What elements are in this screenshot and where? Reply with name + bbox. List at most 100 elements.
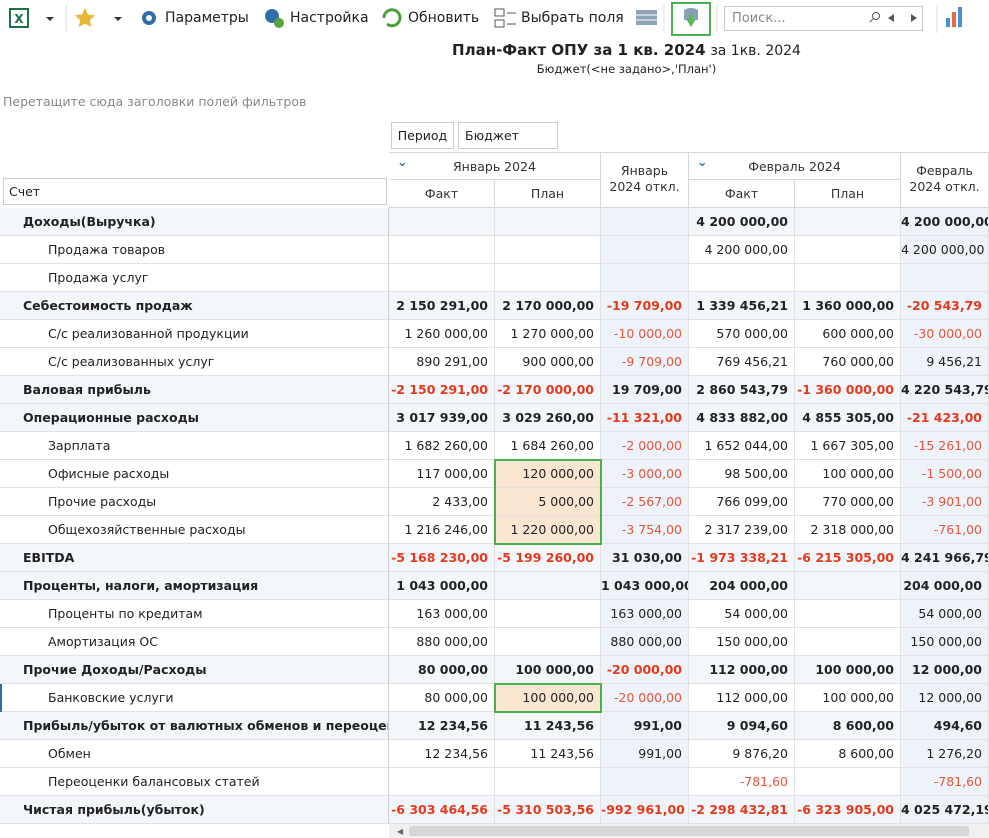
value-cell: -2 150 291,00	[389, 376, 495, 404]
value-cell: 900 000,00	[495, 348, 601, 376]
value-cell: 494,60	[901, 712, 989, 740]
value-cell: -1 973 338,21	[689, 544, 795, 572]
value-cell: 100 000,00	[795, 684, 901, 712]
value-cell: 1 360 000,00	[795, 292, 901, 320]
value-cell	[495, 768, 601, 796]
value-cell: 4 855 305,00	[795, 404, 901, 432]
toolbar-button[interactable]: Обновить	[408, 10, 480, 26]
column-field[interactable]: Период	[391, 122, 454, 149]
column-header: Факт	[689, 180, 795, 208]
value-cell: 1 652 044,00	[689, 432, 795, 460]
value-cell: 1 339 456,21	[689, 292, 795, 320]
row-label: Чистая прибыль(убыток)	[0, 796, 389, 824]
value-cell: 100 000,00	[495, 684, 601, 712]
value-cell: 12 000,00	[901, 656, 989, 684]
value-cell	[601, 264, 689, 292]
value-cell: 1 216 246,00	[389, 516, 495, 544]
scrollbar[interactable]: ◀	[389, 824, 989, 838]
value-cell: -1 500,00	[901, 460, 989, 488]
value-cell: -20 000,00	[601, 684, 689, 712]
value-cell	[495, 208, 601, 236]
search-input[interactable]: Поиск...	[732, 11, 786, 26]
value-cell: 9 876,20	[689, 740, 795, 768]
selection-border	[494, 683, 602, 713]
value-cell: -5 310 503,56	[495, 796, 601, 824]
value-cell: 4 200 000,00	[689, 236, 795, 264]
title-suffix: за 1кв. 2024	[710, 43, 801, 59]
value-cell	[795, 600, 901, 628]
value-cell: 8 600,00	[795, 712, 901, 740]
column-field[interactable]: Бюджет	[458, 122, 558, 149]
value-cell: -2 567,00	[601, 488, 689, 516]
value-cell: 12 234,56	[389, 712, 495, 740]
value-cell: -3 901,00	[901, 488, 989, 516]
value-cell: 2 860 543,79	[689, 376, 795, 404]
row-label: Переоценки балансовых статей	[0, 768, 389, 796]
value-cell	[495, 572, 601, 600]
value-cell: 4 200 000,00	[901, 208, 989, 236]
value-cell: 150 000,00	[901, 628, 989, 656]
value-cell: 4 025 472,19	[901, 796, 989, 824]
value-cell: 163 000,00	[389, 600, 495, 628]
row-label: Себестоимость продаж	[0, 292, 389, 320]
row-label: Проценты по кредитам	[0, 600, 389, 628]
value-cell: 11 243,56	[495, 740, 601, 768]
value-cell	[601, 768, 689, 796]
row-label: EBITDA	[0, 544, 389, 572]
title: План-Факт ОПУ за 1 кв. 2024	[452, 41, 706, 59]
value-cell: 769 456,21	[689, 348, 795, 376]
row-label: Прочие Доходы/Расходы	[0, 656, 389, 684]
column-header: План	[795, 180, 901, 208]
row-label: Валовая прибыль	[0, 376, 389, 404]
value-cell	[601, 208, 689, 236]
row-label: Продажа товаров	[0, 236, 389, 264]
value-cell: 991,00	[601, 712, 689, 740]
deviation-header: Январь 2024 откл.	[601, 152, 689, 208]
value-cell: -10 000,00	[601, 320, 689, 348]
value-cell: 11 243,56	[495, 712, 601, 740]
value-cell: 9 094,60	[689, 712, 795, 740]
value-cell: 112 000,00	[689, 656, 795, 684]
value-cell: 204 000,00	[689, 572, 795, 600]
row-label: С/с реализованной продукции	[0, 320, 389, 348]
value-cell	[601, 236, 689, 264]
value-cell: -6 303 464,56	[389, 796, 495, 824]
value-cell: 2 433,00	[389, 488, 495, 516]
value-cell	[795, 628, 901, 656]
value-cell: -992 961,00	[601, 796, 689, 824]
row-label: Проценты, налоги, амортизация	[0, 572, 389, 600]
value-cell: 120 000,00	[495, 460, 601, 488]
toolbar-button[interactable]: Выбрать поля	[521, 10, 624, 26]
value-cell: 760 000,00	[795, 348, 901, 376]
column-header: План	[495, 180, 601, 208]
row-marker	[0, 684, 2, 712]
column-header: Факт	[389, 180, 495, 208]
value-cell: 2 150 291,00	[389, 292, 495, 320]
row-label: Прибыль/убыток от валютных обменов и пер…	[0, 712, 389, 740]
row-field[interactable]: Счет	[3, 178, 387, 205]
value-cell	[795, 264, 901, 292]
row-label: Продажа услуг	[0, 264, 389, 292]
value-cell: 31 030,00	[601, 544, 689, 572]
value-cell: -2 170 000,00	[495, 376, 601, 404]
value-cell: 80 000,00	[389, 684, 495, 712]
value-cell	[795, 768, 901, 796]
toolbar-button[interactable]: Настройка	[290, 10, 369, 26]
value-cell: 100 000,00	[795, 656, 901, 684]
deviation-header: Февраль 2024 откл.	[901, 152, 989, 208]
row-label: Операционные расходы	[0, 404, 389, 432]
toolbar-button[interactable]: Параметры	[165, 10, 249, 26]
report-title: План-Факт ОПУ за 1 кв. 2024 за 1кв. 2024	[0, 41, 989, 59]
value-cell: -781,60	[901, 768, 989, 796]
value-cell: 880 000,00	[389, 628, 495, 656]
period-header: Февраль 2024 ⌄	[689, 152, 901, 180]
filter-hint: Перетащите сюда заголовки полей фильтров	[3, 94, 307, 109]
value-cell: 2 318 000,00	[795, 516, 901, 544]
value-cell: -19 709,00	[601, 292, 689, 320]
value-cell: 8 600,00	[795, 740, 901, 768]
value-cell	[389, 208, 495, 236]
value-cell: 54 000,00	[689, 600, 795, 628]
value-cell: -30 000,00	[901, 320, 989, 348]
value-cell	[901, 264, 989, 292]
